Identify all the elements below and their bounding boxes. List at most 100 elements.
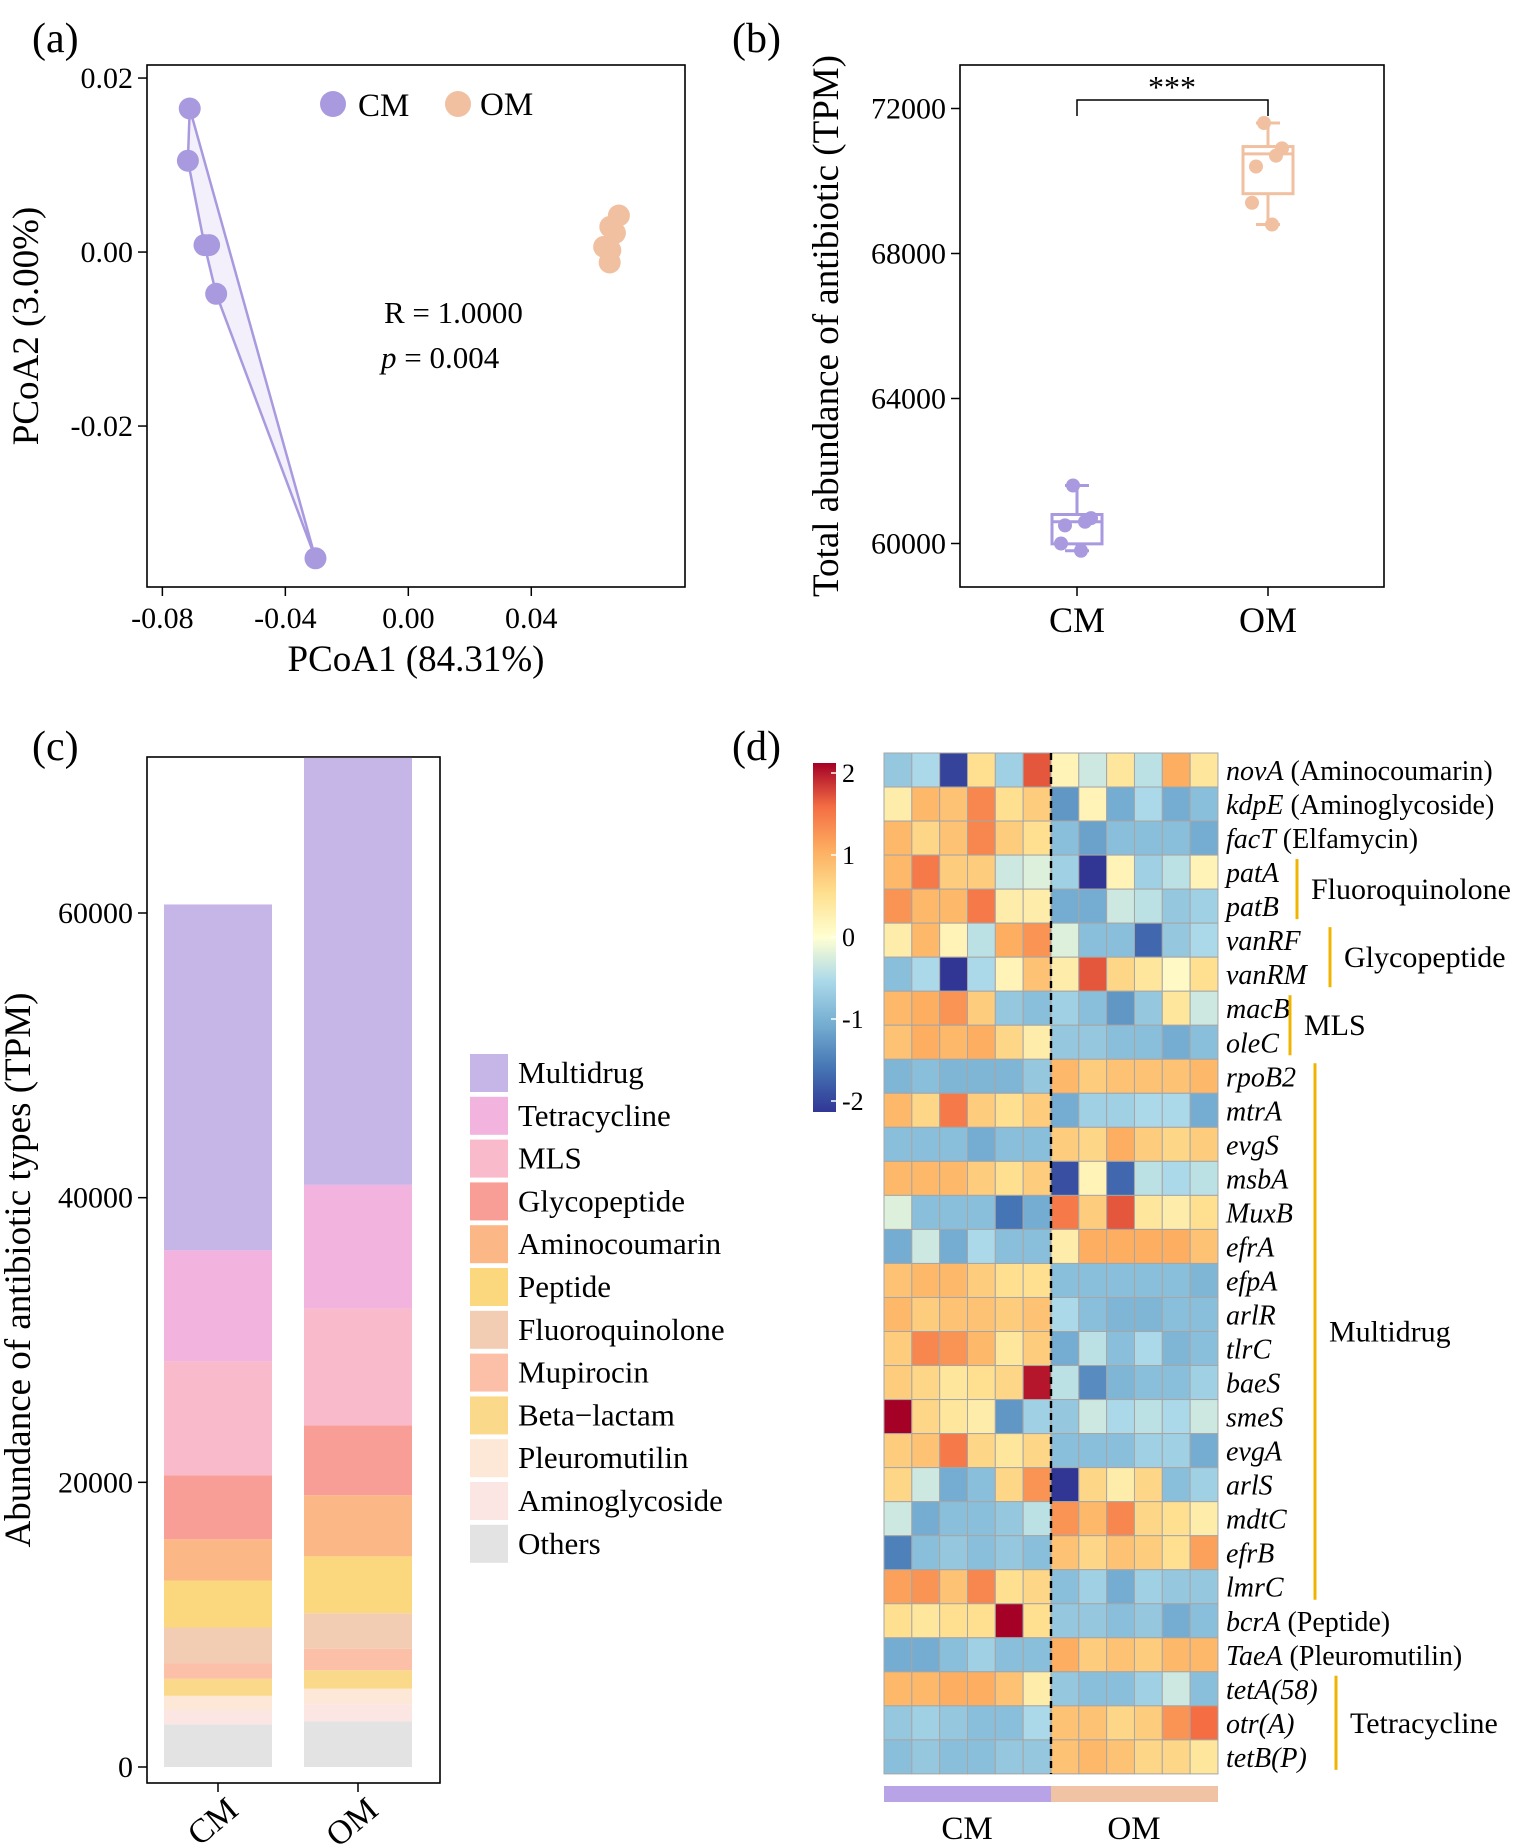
heatmap-cell [1106, 1637, 1135, 1673]
heatmap-cell [1106, 1603, 1135, 1639]
heatmap-cell [994, 1433, 1024, 1469]
heatmap-cell [1189, 820, 1219, 856]
heatmap-cell [1161, 1262, 1191, 1298]
gene-name: tetB(P) [1226, 1743, 1307, 1774]
x-tick-label: 0.04 [505, 602, 558, 635]
heatmap-cell [1050, 1535, 1080, 1571]
heatmap-cell [1050, 1739, 1080, 1775]
heatmap-cell [1106, 956, 1135, 992]
legend-label: MLS [518, 1141, 582, 1176]
heatmap-cell [911, 1705, 941, 1741]
scale-tick-label: -2 [842, 1087, 864, 1116]
om-point [603, 221, 626, 244]
heatmap-cell [1050, 1092, 1080, 1128]
scale-gradient-bar [813, 763, 836, 1112]
heatmap-cell [939, 1569, 968, 1605]
heatmap-cell [883, 1433, 913, 1469]
heatmap-cell [966, 1637, 996, 1673]
heatmap-cell [1189, 752, 1219, 788]
heatmap-cell [994, 1637, 1024, 1673]
heatmap-cell [1189, 956, 1219, 992]
bracket-line [1076, 99, 1269, 116]
row-label: arlS [1226, 1471, 1273, 1502]
heatmap-cell [1189, 1126, 1219, 1162]
bar-segment-mls [304, 1308, 412, 1426]
heatmap-cell [1161, 1569, 1191, 1605]
heatmap-cell [1133, 922, 1163, 958]
heatmap-cell [911, 1569, 941, 1605]
bar-segment-fluoroquinolone [164, 1627, 272, 1664]
heatmap-cell [1133, 752, 1163, 788]
cm-point [176, 149, 199, 172]
heatmap-cell [1022, 1126, 1052, 1162]
heatmap-cell [1106, 1262, 1135, 1298]
row-label: mtrA [1226, 1096, 1283, 1127]
heatmap-cell [1133, 1433, 1163, 1469]
gene-name: mdtC [1226, 1505, 1287, 1536]
heatmap-cell [1106, 1365, 1135, 1401]
heatmap-cell [994, 786, 1024, 822]
heatmap-cell [1022, 956, 1052, 992]
x-tick-label: 0.00 [382, 602, 435, 635]
gene-name: bcrA [1226, 1607, 1281, 1638]
gene-name: smeS [1226, 1403, 1284, 1434]
heatmap-cell [1050, 820, 1080, 856]
gene-class: (Aminocoumarin) [1284, 756, 1493, 787]
heatmap-cell [966, 752, 996, 788]
heatmap-cell [1022, 1092, 1052, 1128]
legend-label: Multidrug [518, 1055, 644, 1090]
heatmap-cell [1133, 1160, 1163, 1196]
heatmap-cell [1106, 888, 1135, 924]
heatmap-cell [1189, 1331, 1219, 1367]
sample-point [1257, 116, 1271, 130]
heatmap-cell [1189, 1194, 1219, 1230]
heatmap-cell [939, 1126, 968, 1162]
heatmap-cell [1133, 1024, 1163, 1060]
heatmap-cell [1022, 1399, 1052, 1435]
heatmap-cell [1078, 1637, 1108, 1673]
heatmap-cell [994, 888, 1024, 924]
heatmap-cell [994, 1296, 1024, 1333]
p-value: = 0.004 [397, 340, 500, 375]
heatmap-cell [1022, 820, 1052, 856]
heatmap-cell [1133, 1296, 1163, 1333]
heatmap-cell [1078, 1467, 1108, 1503]
y-tick-label: 0 [118, 1751, 133, 1784]
om-annotation-bar [1051, 1786, 1218, 1802]
heatmap-cell [1022, 1739, 1052, 1775]
legend-label: Aminoglycoside [518, 1483, 723, 1518]
heatmap-cell [1022, 1228, 1052, 1264]
bar-segment-glycopeptide [164, 1475, 272, 1540]
y-tick-label: 20000 [58, 1466, 133, 1499]
heatmap-cell [911, 1637, 941, 1673]
heatmap-cell [1078, 888, 1108, 924]
panel-b-boxplot: (b) 60000 64000 68000 72000 CM OM *** Total a… [732, 16, 1385, 640]
y-tick-label: 60000 [58, 897, 133, 930]
heatmap-cell [1161, 786, 1191, 822]
heatmap-cell [883, 1569, 913, 1605]
sample-point [1269, 148, 1283, 163]
heatmap-cell [1161, 990, 1191, 1026]
sample-point [1054, 536, 1068, 551]
heatmap-cell [1050, 1296, 1080, 1333]
panel-a-pcoa: (a) -0.08 -0.04 0.00 0.04 0.02 0.00 -0.02 CM O… [6, 16, 686, 680]
panel-a-ylabel: PCoA2 (3.00%) [6, 207, 47, 445]
legend-label: Fluoroquinolone [518, 1312, 725, 1347]
heatmap-cell [994, 1024, 1024, 1060]
row-group-brackets: Fluoroquinolone Glycopeptide MLS Multidrug T… [1288, 859, 1511, 1770]
heatmap-cell [1161, 1331, 1191, 1367]
gene-name: tlrC [1226, 1335, 1271, 1366]
heatmap-cell [883, 1705, 913, 1741]
heatmap-cell [1133, 820, 1163, 856]
heatmap-cell [1189, 1296, 1219, 1333]
heatmap-cell [1022, 922, 1052, 958]
heatmap-cell [1106, 1467, 1135, 1503]
heatmap-cell [1133, 1501, 1163, 1537]
heatmap-cell [994, 1705, 1024, 1741]
legend-swatch [470, 1225, 508, 1264]
heatmap-cell [1161, 1126, 1191, 1162]
bar-segment-mupirocin [164, 1663, 272, 1679]
bar-segment-others [164, 1724, 272, 1767]
row-label: baeS [1226, 1369, 1280, 1400]
heatmap-cell [1078, 1331, 1108, 1367]
